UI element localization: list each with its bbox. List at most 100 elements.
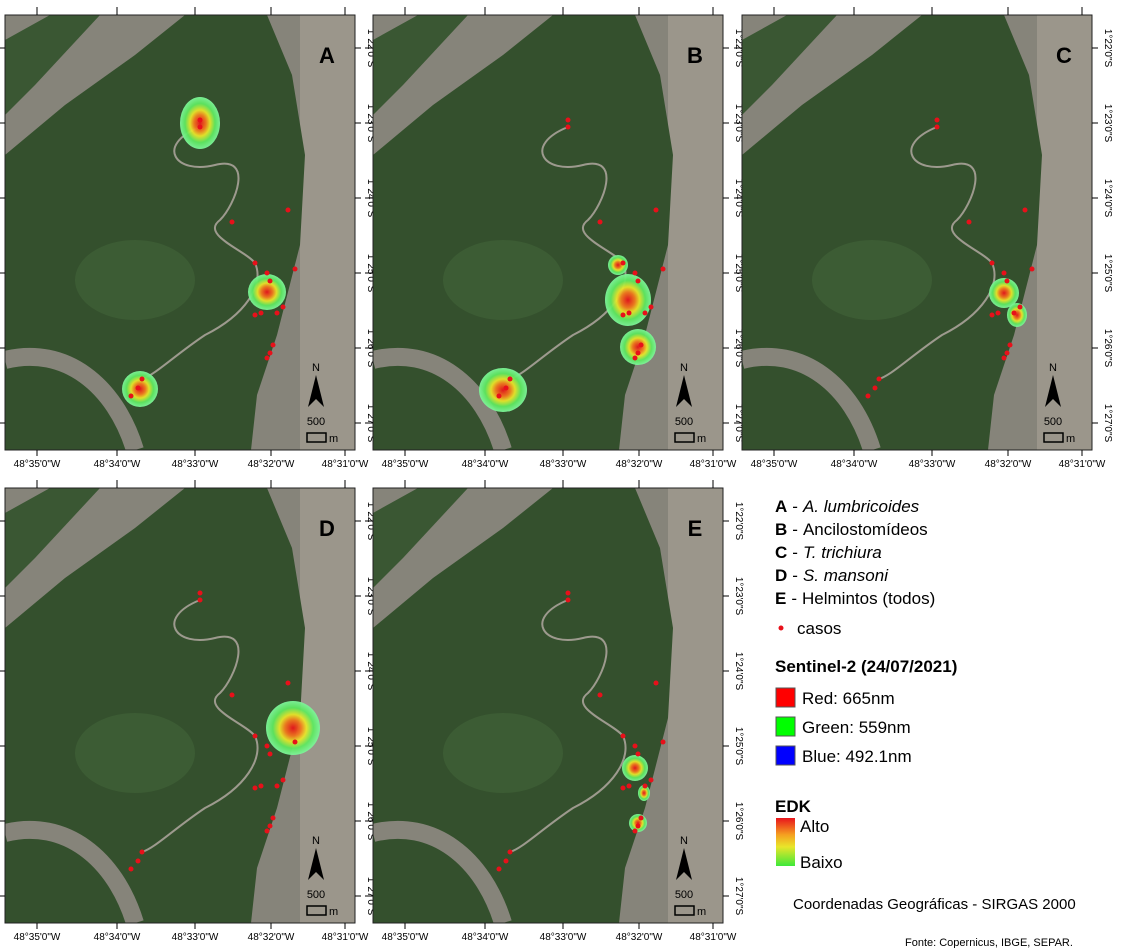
map-panel: CN500m48°35'0"W48°34'0"W48°33'0"W48°32'0… (734, 7, 1113, 470)
longitude-label: 48°35'0"W (751, 459, 798, 470)
legend-item: C-T. trichiura (775, 543, 882, 562)
map-image (5, 488, 355, 923)
case-point (268, 279, 273, 284)
case-point (293, 740, 298, 745)
case-point (621, 734, 626, 739)
case-point (1030, 267, 1035, 272)
case-point (268, 351, 273, 356)
panel-letter: A (319, 43, 335, 68)
case-point (281, 305, 286, 310)
scale-unit: m (697, 433, 706, 445)
case-point (935, 118, 940, 123)
density-low: Baixo (800, 853, 843, 872)
case-point (275, 784, 280, 789)
longitude-label: 48°32'0"W (616, 932, 663, 943)
latitude-label: 1°27'0"S (733, 877, 744, 916)
band-swatch (776, 717, 795, 736)
case-point (566, 591, 571, 596)
legend-name: T. trichiura (803, 543, 882, 562)
map-image (373, 488, 723, 923)
legend-item: A-A. lumbricoides (775, 497, 920, 516)
longitude-label: 48°31'0"W (322, 459, 369, 470)
longitude-label: 48°31'0"W (690, 932, 737, 943)
density-high: Alto (800, 817, 829, 836)
density-ramp (776, 818, 795, 866)
kernel-density (608, 255, 628, 275)
case-point (649, 778, 654, 783)
scale-length: 500 (307, 416, 325, 428)
case-point (253, 313, 258, 318)
case-point (1005, 351, 1010, 356)
legend-letter: E (775, 589, 786, 608)
longitude-label: 48°31'0"W (322, 932, 369, 943)
case-point (639, 343, 644, 348)
case-point (633, 829, 638, 834)
kernel-density (605, 274, 651, 326)
case-point (873, 386, 878, 391)
case-point (129, 867, 134, 872)
legend-name: A. lumbricoides (802, 497, 920, 516)
case-point (996, 311, 1001, 316)
case-point (633, 744, 638, 749)
case-point (497, 867, 502, 872)
case-point (253, 734, 258, 739)
kernel-density (180, 97, 220, 149)
case-point (259, 311, 264, 316)
map-panel: EN500m48°35'0"W48°34'0"W48°33'0"W48°32'0… (365, 480, 744, 943)
panel-letter: E (688, 516, 703, 541)
legend-dash: - (791, 589, 797, 608)
case-point (253, 786, 258, 791)
longitude-label: 48°32'0"W (248, 459, 295, 470)
case-point (621, 261, 626, 266)
latitude-label: 1°23'0"S (1102, 104, 1113, 143)
case-point (636, 824, 641, 829)
band-swatch (776, 688, 795, 707)
river-east (668, 15, 723, 450)
field (75, 240, 195, 320)
case-point (1018, 305, 1023, 310)
legend-letter: D (775, 566, 787, 585)
legend-item: E-Helmintos (todos) (775, 589, 935, 608)
case-point (275, 311, 280, 316)
longitude-label: 48°33'0"W (172, 459, 219, 470)
band-label: Red: 665nm (802, 689, 895, 708)
latitude-label: 1°25'0"S (1102, 254, 1113, 293)
case-point (654, 681, 659, 686)
kernel-density (1007, 303, 1027, 327)
kernel-density (629, 814, 647, 832)
longitude-label: 48°34'0"W (462, 459, 509, 470)
latitude-label: 1°24'0"S (1102, 179, 1113, 218)
legend-item: B-Ancilostomídeos (775, 520, 928, 539)
case-point (268, 752, 273, 757)
scale-unit: m (329, 906, 338, 918)
longitude-label: 48°35'0"W (14, 932, 61, 943)
kernel-density (622, 755, 648, 781)
case-point (877, 377, 882, 382)
latitude-label: 1°22'0"S (733, 502, 744, 541)
scale-unit: m (1066, 433, 1075, 445)
case-point (627, 784, 632, 789)
longitude-label: 48°33'0"W (540, 459, 587, 470)
north-label: N (680, 362, 688, 374)
longitude-label: 48°35'0"W (382, 459, 429, 470)
longitude-label: 48°31'0"W (1059, 459, 1106, 470)
longitude-label: 48°34'0"W (94, 932, 141, 943)
case-point (508, 850, 513, 855)
kernel-density (479, 368, 527, 412)
kernel-density (620, 329, 656, 365)
case-point (1002, 356, 1007, 361)
band-label: Blue: 492.1nm (802, 747, 912, 766)
case-point (198, 125, 203, 130)
map-image (5, 15, 355, 450)
case-point (636, 752, 641, 757)
case-point (866, 394, 871, 399)
satellite-title: Sentinel-2 (24/07/2021) (775, 657, 957, 676)
legend-name: Helmintos (todos) (802, 589, 935, 608)
longitude-label: 48°33'0"W (172, 932, 219, 943)
longitude-label: 48°32'0"W (248, 932, 295, 943)
legend-case-marker (779, 626, 784, 631)
legend-dash: - (792, 566, 798, 585)
legend: A-A. lumbricoides B-Ancilostomídeos C-T. t… (775, 497, 1076, 948)
latitude-label: 1°26'0"S (733, 802, 744, 841)
case-point (253, 261, 258, 266)
